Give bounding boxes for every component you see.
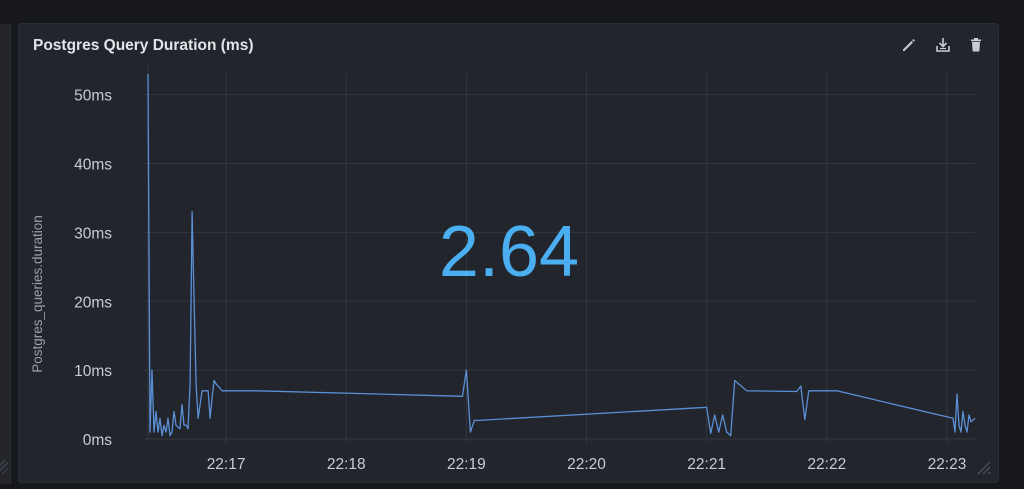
edit-icon[interactable] — [900, 36, 918, 54]
y-tick-label: 20ms — [74, 294, 112, 311]
y-axis-label: Postgres_queries.duration — [30, 215, 45, 373]
x-tick-label: 22:19 — [447, 456, 486, 473]
y-tick-label: 10ms — [74, 363, 112, 380]
x-tick-label: 22:23 — [928, 456, 967, 473]
panel-header: Postgres Query Duration (ms) — [19, 24, 998, 68]
grid — [144, 64, 975, 443]
chart-panel: 2.64 0ms 10ms 20ms 30ms 40ms 50ms 22:17 22:18 2… — [18, 23, 999, 483]
resize-grip-icon[interactable] — [0, 460, 8, 474]
x-axis-ticks: 22:17 22:18 22:19 22:20 22:21 22:22 22:23 — [207, 456, 967, 473]
y-tick-label: 50ms — [74, 88, 112, 105]
y-axis-ticks: 0ms 10ms 20ms 30ms 40ms 50ms — [74, 88, 112, 449]
x-tick-label: 22:20 — [567, 456, 606, 473]
download-icon[interactable] — [934, 36, 952, 54]
y-tick-label: 0ms — [83, 432, 113, 449]
chart-area: 2.64 0ms 10ms 20ms 30ms 40ms 50ms 22:17 22:18 2… — [19, 24, 1000, 484]
x-tick-label: 22:17 — [207, 456, 246, 473]
x-tick-label: 22:21 — [687, 456, 726, 473]
y-tick-label: 40ms — [74, 157, 112, 174]
adjacent-panel-edge — [0, 24, 11, 484]
y-tick-label: 30ms — [74, 225, 112, 242]
series-line — [147, 73, 976, 437]
series — [147, 73, 976, 437]
panel-title: Postgres Query Duration (ms) — [33, 37, 254, 54]
big-value: 2.64 — [439, 212, 579, 292]
x-tick-label: 22:18 — [327, 456, 366, 473]
resize-grip-icon[interactable] — [976, 460, 992, 476]
trash-icon[interactable] — [967, 36, 985, 54]
x-tick-label: 22:22 — [807, 456, 846, 473]
